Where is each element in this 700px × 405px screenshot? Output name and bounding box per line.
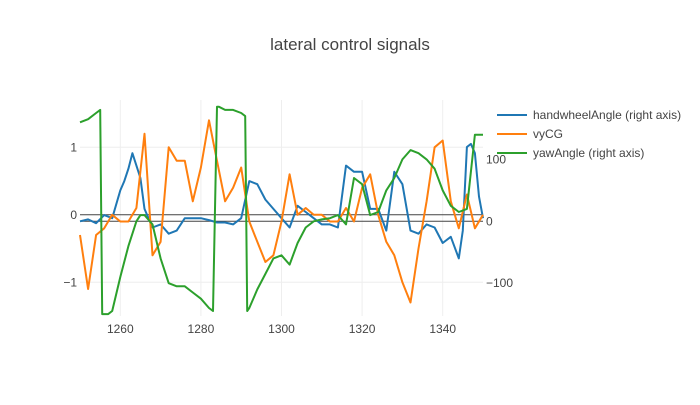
x-tick-label: 1320: [349, 322, 376, 336]
legend: handwheelAngle (right axis) vyCG yawAngle …: [497, 108, 681, 160]
axis-labels: 1260 1280 1300 1320 1340 −1 0 1 −100 0 100: [63, 140, 513, 336]
legend-label-2: yawAngle (right axis): [533, 146, 644, 160]
legend-label-0: handwheelAngle (right axis): [533, 108, 681, 122]
series-line-2: [79, 105, 483, 316]
y-left-tick-label: 0: [70, 208, 77, 222]
y-left-tick-label: −1: [63, 275, 77, 289]
x-tick-label: 1260: [107, 322, 134, 336]
series: [79, 105, 484, 316]
x-tick-label: 1340: [429, 322, 456, 336]
legend-label-1: vyCG: [533, 127, 563, 141]
chart-title: lateral control signals: [270, 35, 430, 54]
y-right-tick-label: −100: [486, 276, 513, 290]
y-right-tick-label: 0: [486, 214, 493, 228]
y-right-tick-label: 100: [486, 152, 506, 166]
x-tick-label: 1280: [188, 322, 215, 336]
series-line-1: [79, 119, 484, 304]
x-tick-label: 1300: [268, 322, 295, 336]
y-left-tick-label: 1: [70, 140, 77, 154]
grid: [80, 100, 483, 316]
